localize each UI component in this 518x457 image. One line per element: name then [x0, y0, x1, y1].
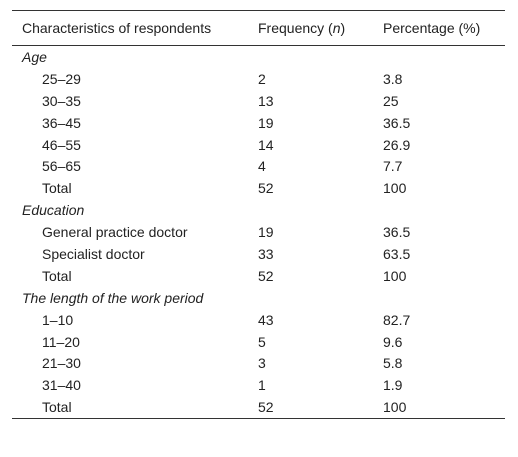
row-label: Total [42, 267, 72, 284]
percentage-cell: 100 [383, 267, 407, 284]
row-label: 30–35 [42, 92, 81, 109]
percentage-cell: 100 [383, 399, 407, 416]
data-row: Total 52 100 [12, 265, 505, 287]
frequency-cell: 19 [258, 224, 274, 241]
frequency-cell: 3 [258, 355, 266, 372]
header-text: Frequency ( [258, 20, 333, 36]
row-label: 25–29 [42, 70, 81, 87]
row-label: Total [42, 399, 72, 416]
row-label: 56–65 [42, 158, 81, 175]
data-row: 56–65 4 7.7 [12, 155, 505, 177]
data-row: Specialist doctor 33 63.5 [12, 243, 505, 265]
frequency-cell: 2 [258, 70, 266, 87]
header-cell: Characteristics of respondents [22, 20, 212, 36]
data-row: 11–20 5 9.6 [12, 331, 505, 353]
percentage-cell: 36.5 [383, 224, 411, 241]
row-label: Total [42, 180, 72, 197]
row-label: 1–10 [42, 311, 74, 328]
data-row: 1–10 43 82.7 [12, 309, 505, 331]
row-label: 31–40 [42, 377, 81, 394]
data-row: 21–30 3 5.8 [12, 352, 505, 374]
header-cell: Frequency (n) [248, 11, 373, 46]
percentage-cell: 3.8 [383, 70, 403, 87]
frequency-cell: 52 [258, 180, 274, 197]
group-row: The length of the work period [12, 287, 505, 309]
frequency-cell: 1 [258, 377, 266, 394]
group-label: Age [22, 48, 47, 65]
group-row: Age [12, 46, 505, 68]
frequency-cell: 52 [258, 399, 274, 416]
table-body: Age 25–29 2 3.8 30–35 13 25 36–45 19 36.5 46–55 14 2… [12, 46, 505, 419]
frequency-cell: 13 [258, 92, 274, 109]
data-table: Characteristics of respondents Frequency… [12, 10, 505, 419]
row-label: 36–45 [42, 114, 81, 131]
percentage-cell: 36.5 [383, 114, 411, 131]
frequency-cell: 5 [258, 333, 266, 350]
table-header: Characteristics of respondents Frequency… [12, 10, 505, 46]
data-row: 30–35 13 25 [12, 90, 505, 112]
row-label: 11–20 [42, 333, 80, 350]
percentage-cell: 5.8 [383, 355, 403, 372]
group-label: Education [22, 202, 85, 219]
data-row: 31–40 1 1.9 [12, 374, 505, 396]
percentage-cell: 1.9 [383, 377, 403, 394]
percentage-cell: 26.9 [383, 136, 411, 153]
percentage-cell: 63.5 [383, 245, 411, 262]
frequency-cell: 52 [258, 267, 274, 284]
percentage-cell: 25 [383, 92, 399, 109]
percentage-cell: 100 [383, 180, 407, 197]
percentage-cell: 9.6 [383, 333, 403, 350]
row-label: 46–55 [42, 136, 81, 153]
frequency-cell: 33 [258, 245, 274, 262]
header-row: Characteristics of respondents Frequency… [12, 10, 505, 46]
header-text: n [332, 20, 341, 36]
data-row: General practice doctor 19 36.5 [12, 221, 505, 243]
header-cell: Percentage (%) [383, 20, 481, 36]
group-label: The length of the work period [22, 289, 204, 306]
row-label: 21–30 [42, 355, 81, 372]
frequency-cell: 4 [258, 158, 266, 175]
group-row: Education [12, 199, 505, 221]
data-row: 36–45 19 36.5 [12, 112, 505, 134]
row-label: Specialist doctor [42, 245, 145, 262]
frequency-cell: 14 [258, 136, 274, 153]
data-row: 46–55 14 26.9 [12, 134, 505, 156]
percentage-cell: 82.7 [383, 311, 411, 328]
data-row: Total 52 100 [12, 396, 505, 418]
row-label: General practice doctor [42, 224, 188, 241]
header-text: ) [340, 20, 346, 36]
frequency-cell: 43 [258, 311, 274, 328]
data-row: 25–29 2 3.8 [12, 68, 505, 90]
percentage-cell: 7.7 [383, 158, 403, 175]
table-container: Characteristics of respondents Frequency… [12, 10, 505, 419]
frequency-cell: 19 [258, 114, 274, 131]
data-row: Total 52 100 [12, 177, 505, 199]
